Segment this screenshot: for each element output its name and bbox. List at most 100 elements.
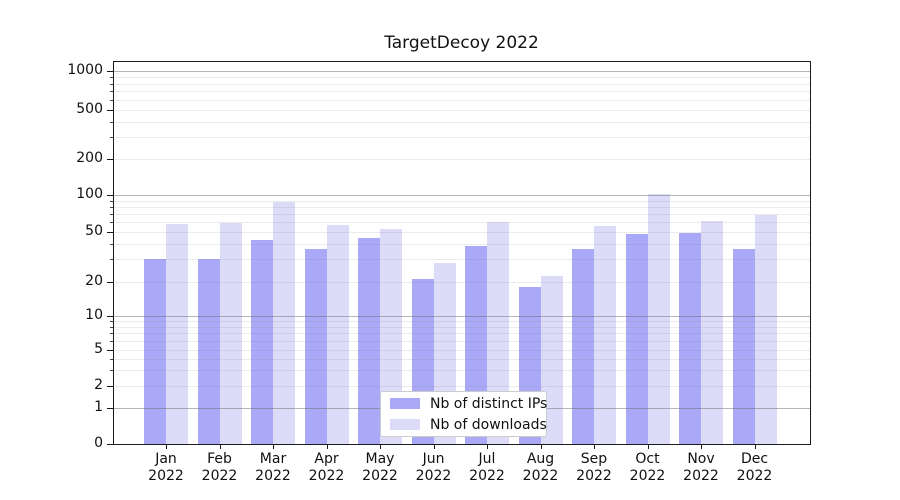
y-axis-tick-label: 1 <box>94 399 103 415</box>
grid-major-line <box>113 316 810 317</box>
y-axis-tick-label: 200 <box>76 149 103 166</box>
legend: Nb of distinct IPs Nb of downloads <box>380 391 547 437</box>
grid-minor-line <box>113 137 810 139</box>
y-axis-tick <box>107 281 113 283</box>
chart-title: TargetDecoy 2022 <box>384 33 539 53</box>
x-axis-tick-label: May 2022 <box>362 451 398 484</box>
grid-minor-line <box>113 358 810 360</box>
grid-minor-line <box>113 221 810 223</box>
grid-minor-line <box>113 91 810 93</box>
grid-minor-line <box>113 110 810 111</box>
y-axis-tick-label: 5 <box>94 341 103 357</box>
y-axis-tick <box>107 408 113 409</box>
y-axis-tick-label: 10 <box>85 307 103 323</box>
y-axis-minor-tick <box>109 333 113 335</box>
grid-minor-line <box>113 99 810 101</box>
bar-downloads-may <box>380 229 402 444</box>
x-axis-tick-label: Jun 2022 <box>415 451 452 484</box>
x-axis-tick <box>380 444 381 449</box>
y-axis-minor-tick <box>109 83 113 85</box>
bar-distinct-ips-nov <box>679 232 701 444</box>
y-axis-minor-tick <box>109 341 113 343</box>
y-axis-minor-tick <box>109 326 113 328</box>
legend-item-distinct-ips: Nb of distinct IPs <box>390 396 547 412</box>
grid-minor-line <box>113 281 810 283</box>
y-axis-tick-label: 1000 <box>67 62 103 78</box>
grid-minor-line <box>113 259 810 261</box>
bar-distinct-ips-mar <box>251 239 273 444</box>
grid-minor-line <box>113 386 810 387</box>
y-axis-tick-label: 100 <box>76 186 103 202</box>
y-axis-tick-label: 2 <box>94 377 103 393</box>
x-axis-tick <box>647 444 649 449</box>
grid-minor-line <box>113 121 810 123</box>
bar-downloads-mar <box>273 201 295 444</box>
x-axis-tick <box>273 444 274 449</box>
y-axis-minor-tick <box>109 121 113 123</box>
x-axis-tick-label: Dec 2022 <box>736 451 773 484</box>
bar-distinct-ips-sep <box>572 249 594 444</box>
bar-downloads-jan <box>166 223 188 444</box>
bar-downloads-feb <box>219 222 242 444</box>
plot-area <box>113 61 811 445</box>
y-axis-minor-tick <box>109 137 113 139</box>
grid-minor-line <box>113 206 810 208</box>
y-axis-minor-tick <box>109 200 113 202</box>
grid-minor-line <box>113 76 810 78</box>
x-axis-tick <box>701 444 702 449</box>
y-axis-tick-label: 500 <box>76 101 103 117</box>
bar-downloads-jul <box>487 221 509 444</box>
x-axis-tick <box>433 444 435 449</box>
legend-label-distinct-ips: Nb of distinct IPs <box>430 395 548 412</box>
bar-downloads-nov <box>701 221 723 444</box>
x-axis-tick <box>166 444 167 449</box>
x-axis-tick <box>540 444 542 449</box>
y-axis-tick <box>107 158 113 160</box>
bar-distinct-ips-dec <box>732 249 755 444</box>
y-axis-tick <box>107 231 113 233</box>
x-axis-tick-label: Apr 2022 <box>308 451 345 484</box>
x-axis-tick <box>594 444 595 449</box>
bar-distinct-ips-may <box>358 238 380 444</box>
grid-minor-line <box>113 243 810 245</box>
bar-distinct-ips-oct <box>625 233 648 444</box>
y-axis-minor-tick <box>109 259 113 261</box>
bar-downloads-dec <box>754 215 777 444</box>
x-axis-tick <box>219 444 221 449</box>
y-axis-tick <box>107 386 113 387</box>
y-axis-minor-tick <box>109 370 113 372</box>
x-axis-tick-label: Jan 2022 <box>148 451 184 484</box>
x-axis-tick <box>487 444 488 449</box>
legend-label-downloads: Nb of downloads <box>430 416 547 433</box>
grid-minor-line <box>113 370 810 372</box>
y-axis-minor-tick <box>109 321 113 323</box>
y-axis-tick <box>107 316 113 317</box>
grid-major-line <box>113 195 810 196</box>
grid-minor-line <box>113 213 810 215</box>
y-axis-tick-label: 20 <box>85 272 103 289</box>
y-axis-minor-tick <box>109 206 113 208</box>
legend-swatch-distinct-ips <box>390 398 420 409</box>
y-axis-minor-tick <box>109 358 113 360</box>
bar-downloads-oct <box>647 194 670 444</box>
x-axis-tick-label: Feb 2022 <box>201 451 238 484</box>
grid-minor-line <box>113 326 810 328</box>
grid-minor-line <box>113 341 810 343</box>
bar-distinct-ips-feb <box>197 259 220 444</box>
x-axis-tick-label: Nov 2022 <box>683 451 719 484</box>
x-axis-tick <box>326 444 328 449</box>
grid-minor-line <box>113 333 810 335</box>
y-axis-tick <box>107 195 113 196</box>
x-axis-tick-label: Sep 2022 <box>576 451 612 484</box>
grid-major-line <box>113 71 810 72</box>
grid-minor-line <box>113 231 810 233</box>
x-axis-tick-label: Oct 2022 <box>629 451 666 484</box>
y-axis-minor-tick <box>109 243 113 245</box>
grid-minor-line <box>113 83 810 85</box>
y-axis-minor-tick <box>109 91 113 93</box>
legend-swatch-downloads <box>390 419 420 430</box>
grid-minor-line <box>113 158 810 160</box>
y-axis-minor-tick <box>109 213 113 215</box>
grid-minor-line <box>113 350 810 351</box>
